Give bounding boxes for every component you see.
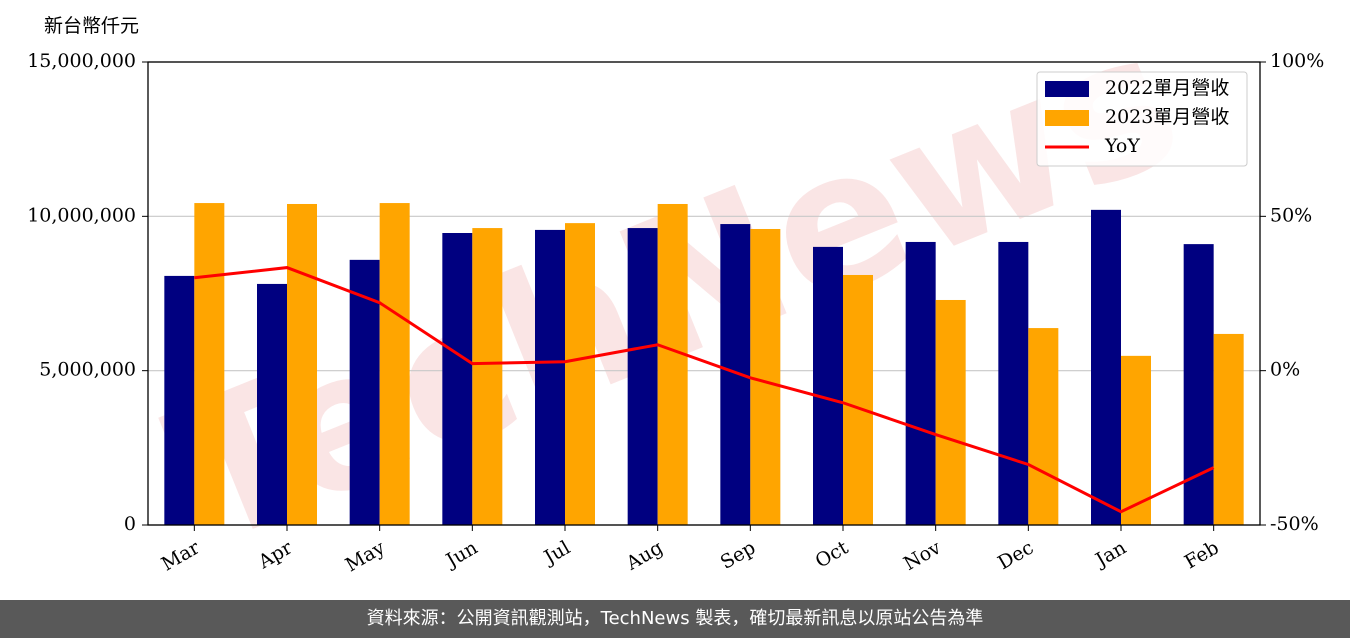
bar xyxy=(905,241,936,525)
plot-frame xyxy=(147,61,1261,526)
bar xyxy=(657,203,688,525)
y-axis-label: 新台幣仟元 xyxy=(44,15,139,37)
bar xyxy=(442,233,473,525)
legend-label: 2022單月營收 xyxy=(1105,77,1229,99)
bar xyxy=(1121,355,1151,525)
line xyxy=(194,266,1215,514)
x-tick-label: Mar xyxy=(158,536,204,575)
bar xyxy=(535,229,565,525)
footer: 資料來源：公開資訊觀測站，TechNews 製表，確切最新訊息以原站公告為準 xyxy=(0,600,1350,638)
x-tick-label: Jan xyxy=(1090,537,1130,573)
y-tick-label: 0 xyxy=(124,513,136,535)
bar xyxy=(349,259,380,525)
y2-tick-label: 50% xyxy=(1270,204,1312,226)
bar xyxy=(1091,209,1121,526)
bar xyxy=(627,228,658,525)
bar xyxy=(257,283,287,525)
y2-tick-label: 100% xyxy=(1270,50,1324,72)
bar xyxy=(998,241,1029,525)
bar xyxy=(472,228,503,525)
chart: 新台幣仟元 TechNews05,000,00010,000,00015,000… xyxy=(27,0,1324,588)
x-tick-label: Nov xyxy=(900,536,945,575)
legend: 2022單月營收 2023單月營收 YoY xyxy=(1036,71,1248,167)
bar xyxy=(935,299,966,525)
y2-tick-label: 0% xyxy=(1270,359,1300,381)
x-tick-label: Jul xyxy=(539,537,574,570)
legend-label: YoY xyxy=(1104,135,1140,157)
bar xyxy=(1213,333,1244,525)
legend-label: 2023單月營收 xyxy=(1105,106,1229,128)
bar xyxy=(750,228,781,526)
x-tick-label: Feb xyxy=(1181,537,1223,574)
x-tick-label: Sep xyxy=(717,537,760,574)
bar xyxy=(843,274,873,525)
y2-tick-label: -50% xyxy=(1270,513,1319,535)
bar xyxy=(1028,328,1059,525)
y-tick-label: 10,000,000 xyxy=(27,204,136,226)
legend-box xyxy=(1036,71,1248,167)
y-tick-label: 15,000,000 xyxy=(27,50,136,72)
bar xyxy=(379,203,410,525)
bar xyxy=(565,223,595,525)
legend-swatch xyxy=(1045,81,1089,97)
bar xyxy=(813,246,843,525)
y-tick-label: 5,000,000 xyxy=(39,359,136,381)
bar xyxy=(164,275,195,525)
bar xyxy=(1183,244,1214,525)
x-tick-label: Oct xyxy=(812,536,853,572)
bar xyxy=(287,203,317,525)
legend-swatch xyxy=(1045,110,1089,126)
x-tick-label: May xyxy=(342,536,389,576)
bar xyxy=(720,224,751,526)
x-tick-label: Aug xyxy=(622,537,667,576)
x-tick-label: Dec xyxy=(994,537,1037,575)
bar xyxy=(194,203,225,525)
x-tick-label: Jun xyxy=(441,537,482,573)
